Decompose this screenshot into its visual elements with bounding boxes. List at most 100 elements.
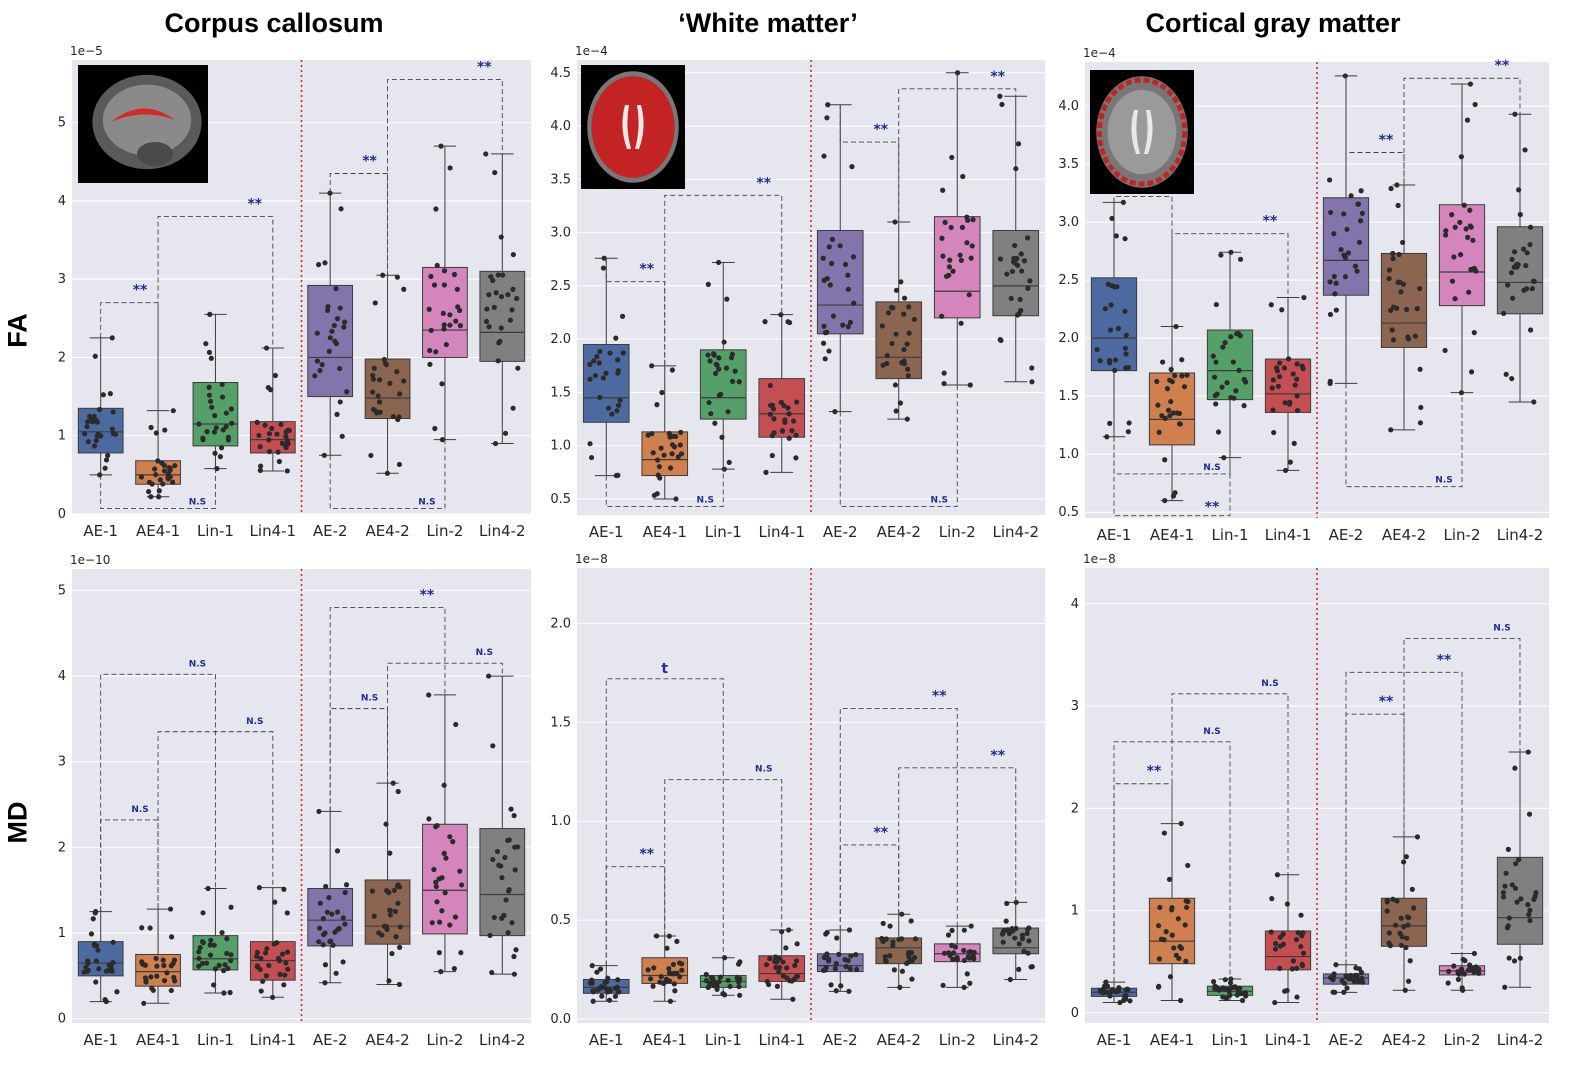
data-point — [371, 365, 377, 371]
data-point — [725, 977, 731, 983]
data-point — [654, 491, 660, 497]
data-point — [659, 389, 665, 396]
data-point — [1004, 900, 1010, 907]
data-point — [1211, 374, 1218, 380]
x-tick-label: Lin-2 — [1444, 526, 1481, 544]
data-point — [961, 984, 967, 990]
data-point — [600, 265, 607, 271]
data-point — [1339, 978, 1345, 984]
data-point — [1525, 902, 1531, 908]
significance-label: ** — [639, 847, 654, 863]
data-point — [1521, 287, 1527, 293]
data-point — [433, 824, 439, 830]
data-point — [620, 350, 626, 356]
data-point — [394, 274, 400, 280]
data-point — [1176, 421, 1183, 427]
data-point — [396, 414, 402, 420]
data-point — [387, 907, 393, 913]
box-Lin-2: Lin-2 — [422, 692, 468, 1049]
data-point — [284, 949, 291, 955]
data-point — [505, 292, 511, 298]
data-point — [495, 272, 501, 278]
data-point — [1107, 327, 1114, 333]
data-point — [793, 432, 799, 438]
data-point — [650, 983, 656, 989]
data-point — [613, 472, 619, 479]
data-point — [1270, 407, 1276, 413]
data-point — [891, 967, 898, 973]
significance-bracket — [1403, 77, 1521, 185]
data-point — [1398, 289, 1404, 295]
data-point — [263, 345, 270, 351]
data-point — [1342, 73, 1348, 79]
data-point — [1013, 166, 1019, 172]
data-point — [1501, 310, 1507, 317]
data-point — [206, 384, 212, 390]
significance-label: N.S — [131, 805, 148, 815]
box-AE-1: AE-1 — [1090, 979, 1138, 1049]
box-iqr — [479, 270, 526, 362]
significance-label: N.S — [1261, 679, 1278, 689]
data-point — [1446, 968, 1452, 975]
data-point — [825, 102, 831, 108]
data-point — [1016, 966, 1022, 972]
data-point — [164, 970, 170, 976]
data-point — [1292, 382, 1298, 388]
data-point — [1019, 936, 1026, 942]
data-point — [337, 399, 343, 405]
data-point — [846, 988, 852, 994]
data-point — [1003, 918, 1009, 924]
data-point — [1528, 327, 1534, 333]
data-point — [718, 391, 724, 397]
box-AE-1: AE-1 — [582, 255, 630, 541]
y-tick-label: 1.5 — [550, 385, 571, 400]
data-point — [941, 370, 947, 376]
data-point — [1503, 870, 1509, 876]
significance-label: N.S — [697, 495, 714, 505]
data-point — [940, 253, 946, 259]
data-point — [1025, 926, 1031, 932]
data-point — [1449, 212, 1455, 218]
data-point — [587, 441, 593, 447]
data-point — [1452, 296, 1458, 302]
data-point — [1004, 271, 1010, 277]
data-point — [964, 240, 970, 246]
data-point — [1103, 979, 1109, 985]
box-iqr — [933, 216, 981, 319]
data-point — [901, 346, 907, 353]
significance-label: ** — [873, 122, 888, 138]
data-point — [904, 366, 911, 372]
y-tick-label: 3.0 — [1058, 215, 1079, 230]
significance-annotation: ** — [387, 60, 503, 276]
data-point — [427, 361, 433, 367]
data-point — [1233, 388, 1239, 394]
data-point — [1015, 262, 1021, 268]
data-point — [1014, 256, 1020, 262]
data-point — [845, 958, 851, 964]
x-tick-label: Lin-1 — [1212, 526, 1249, 544]
data-point — [426, 816, 432, 822]
data-point — [1384, 899, 1390, 905]
data-point — [502, 430, 509, 436]
data-point — [206, 392, 212, 398]
data-point — [282, 972, 288, 978]
data-point — [1027, 278, 1033, 284]
data-point — [949, 154, 955, 161]
box-iqr — [77, 407, 124, 454]
data-point — [401, 286, 407, 292]
data-point — [93, 979, 99, 985]
data-point — [912, 936, 919, 942]
data-point — [1287, 459, 1293, 465]
data-point — [281, 886, 287, 892]
y-tick-label: 1 — [58, 926, 66, 941]
y-tick-label: 0.5 — [550, 492, 571, 507]
y-tick-label: 1 — [58, 429, 66, 444]
box-AE4-2: AE4-2 — [364, 272, 411, 540]
data-point — [599, 993, 605, 999]
data-point — [893, 287, 900, 293]
significance-bracket — [898, 767, 1017, 915]
data-point — [94, 419, 100, 425]
data-point — [1122, 345, 1128, 351]
significance-label: N.S — [361, 694, 378, 704]
x-tick-label: Lin4-2 — [992, 1031, 1039, 1049]
